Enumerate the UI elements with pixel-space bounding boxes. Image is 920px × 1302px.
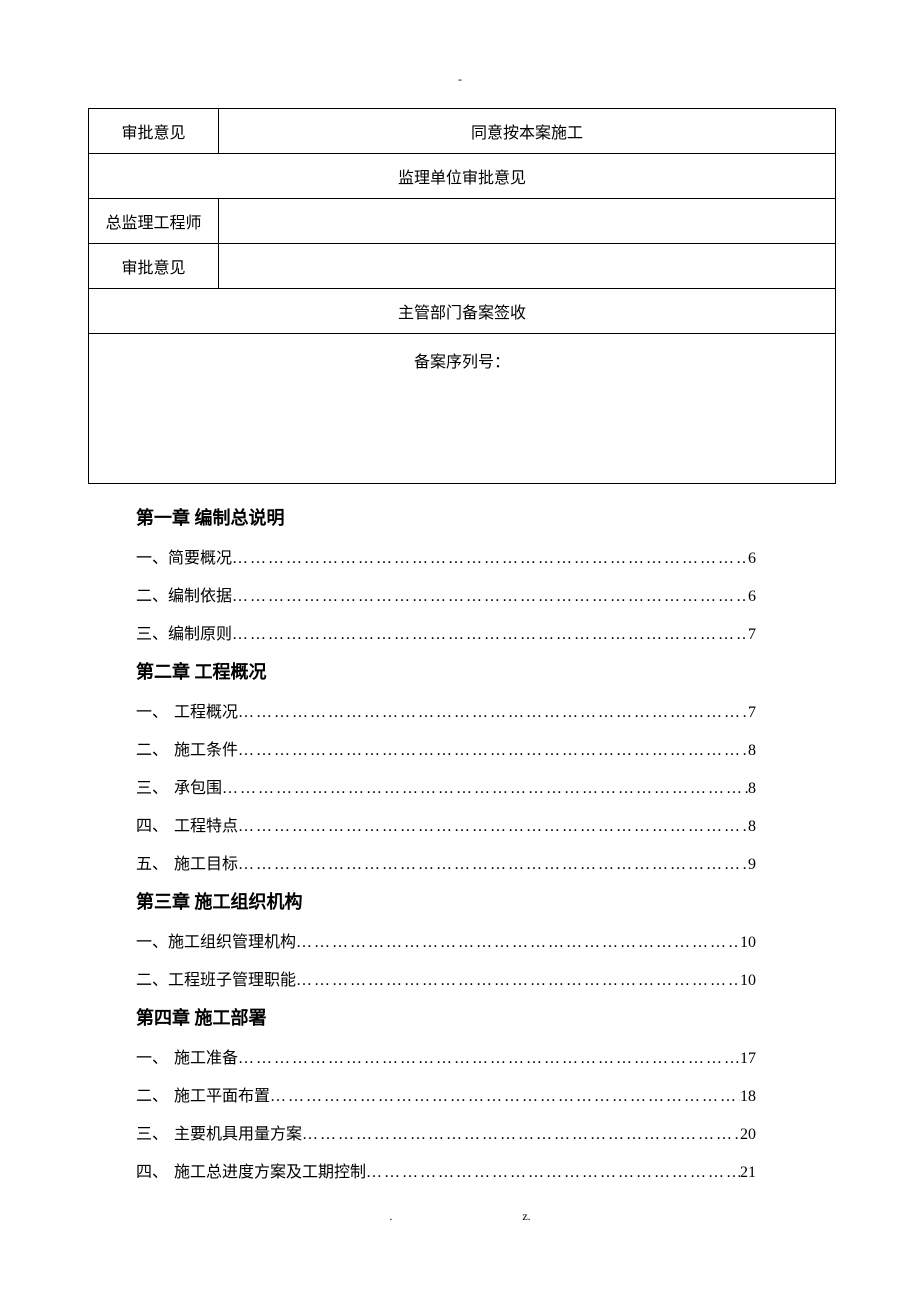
toc-item-label: 简要概况: [168, 544, 232, 568]
toc-item-label: 施工组织管理机构: [168, 928, 296, 952]
toc-chapter-title: 第二章 工程概况: [136, 658, 756, 684]
toc-item-label: 工程特点: [174, 812, 238, 836]
footer-left: .: [389, 1209, 392, 1224]
table-row: 总监理工程师: [89, 199, 836, 244]
table-row: 审批意见: [89, 244, 836, 289]
toc-item-number: 四、: [136, 812, 174, 836]
toc-item: 二、工程班子管理职能 10: [136, 966, 756, 990]
toc-item-page: 8: [748, 742, 756, 760]
toc-item-label: 承包围: [174, 774, 222, 798]
toc-item-dots: [238, 704, 748, 722]
toc-item: 一、简要概况 6: [136, 544, 756, 568]
toc-item: 一、工程概况 7: [136, 698, 756, 722]
content-area: 审批意见 同意按本案施工 监理单位审批意见 总监理工程师 审批意见 主管部门备案…: [88, 108, 836, 1196]
toc-item-number: 三、: [136, 774, 174, 798]
toc-item: 三、承包围 8: [136, 774, 756, 798]
table-row: 备案序列号：: [89, 334, 836, 484]
toc-item-number: 二、: [136, 736, 174, 760]
toc-item: 一、施工组织管理机构 10: [136, 928, 756, 952]
toc-item-page: 17: [740, 1050, 756, 1068]
table-row: 审批意见 同意按本案施工: [89, 109, 836, 154]
toc-item-dots: [366, 1164, 740, 1182]
cell-approval-opinion-label: 审批意见: [89, 109, 219, 154]
page-footer: . z.: [0, 1209, 920, 1224]
toc-item-page: 18: [740, 1088, 756, 1106]
toc-item: 四、工程特点 8: [136, 812, 756, 836]
toc-item: 一、施工准备 17: [136, 1044, 756, 1068]
cell-approval-opinion2-value: [219, 244, 836, 289]
cell-chief-engineer-value: [219, 199, 836, 244]
table-row: 主管部门备案签收: [89, 289, 836, 334]
toc-item: 二、编制依据 6: [136, 582, 756, 606]
toc-item-number: 一、: [136, 544, 168, 568]
toc-item-number: 二、: [136, 1082, 174, 1106]
toc-item-number: 一、: [136, 1044, 174, 1068]
toc-item: 三、主要机具用量方案 20: [136, 1120, 756, 1144]
toc-item-label: 施工总进度方案及工期控制: [174, 1158, 366, 1182]
toc-item-dots: [296, 972, 740, 990]
toc-item-label: 施工目标: [174, 850, 238, 874]
toc-item-page: 10: [740, 934, 756, 952]
toc-item: 三、编制原则 7: [136, 620, 756, 644]
toc-item-label: 编制原则: [168, 620, 232, 644]
toc-item-number: 一、: [136, 698, 174, 722]
toc-item-dots: [302, 1126, 740, 1144]
toc-item-page: 7: [748, 704, 756, 722]
toc-item-dots: [232, 550, 748, 568]
toc-item-dots: [232, 626, 748, 644]
cell-department-filing: 主管部门备案签收: [89, 289, 836, 334]
toc-item-label: 工程概况: [174, 698, 238, 722]
toc-item-label: 编制依据: [168, 582, 232, 606]
toc-item-dots: [222, 780, 748, 798]
toc-item-dots: [238, 856, 748, 874]
cell-approval-opinion-value: 同意按本案施工: [219, 109, 836, 154]
toc-item-page: 21: [740, 1164, 756, 1182]
toc-item-number: 二、: [136, 582, 168, 606]
toc-chapter-title: 第一章 编制总说明: [136, 504, 756, 530]
cell-supervisor-unit-opinion: 监理单位审批意见: [89, 154, 836, 199]
toc-item-page: 20: [740, 1126, 756, 1144]
toc-item: 五、施工目标 9: [136, 850, 756, 874]
toc-item-dots: [296, 934, 740, 952]
cell-approval-opinion2-label: 审批意见: [89, 244, 219, 289]
table-row: 监理单位审批意见: [89, 154, 836, 199]
toc-item-number: 三、: [136, 620, 168, 644]
footer-right: z.: [522, 1209, 530, 1224]
toc-item-page: 6: [748, 550, 756, 568]
toc-item-number: 三、: [136, 1120, 174, 1144]
cell-filing-serial: 备案序列号：: [89, 334, 836, 484]
toc-item-page: 10: [740, 972, 756, 990]
toc-item-number: 一、: [136, 928, 168, 952]
toc-item-number: 二、: [136, 966, 168, 990]
toc-item-dots: [238, 742, 748, 760]
toc-item-number: 五、: [136, 850, 174, 874]
toc-chapter-title: 第三章 施工组织机构: [136, 888, 756, 914]
toc-item-dots: [270, 1088, 740, 1106]
toc-item: 二、施工条件 8: [136, 736, 756, 760]
toc-item-label: 施工平面布置: [174, 1082, 270, 1106]
toc-item-dots: [238, 818, 748, 836]
toc-item-page: 6: [748, 588, 756, 606]
toc-item: 四、施工总进度方案及工期控制 21: [136, 1158, 756, 1182]
toc-item-label: 施工准备: [174, 1044, 238, 1068]
toc-item-number: 四、: [136, 1158, 174, 1182]
toc-item-label: 施工条件: [174, 736, 238, 760]
toc-item-page: 8: [748, 818, 756, 836]
toc-item-label: 主要机具用量方案: [174, 1120, 302, 1144]
page-header-dash: -: [458, 72, 462, 87]
toc-item-page: 9: [748, 856, 756, 874]
toc-item-dots: [238, 1050, 740, 1068]
toc-item-page: 7: [748, 626, 756, 644]
cell-chief-engineer-label: 总监理工程师: [89, 199, 219, 244]
toc-item: 二、施工平面布置 18: [136, 1082, 756, 1106]
toc-item-label: 工程班子管理职能: [168, 966, 296, 990]
toc-item-dots: [232, 588, 748, 606]
table-of-contents: 第一章 编制总说明一、简要概况6二、编制依据6三、编制原则7第二章 工程概况一、…: [136, 504, 756, 1182]
toc-item-page: 8: [748, 780, 756, 798]
toc-chapter-title: 第四章 施工部署: [136, 1004, 756, 1030]
approval-table: 审批意见 同意按本案施工 监理单位审批意见 总监理工程师 审批意见 主管部门备案…: [88, 108, 836, 484]
